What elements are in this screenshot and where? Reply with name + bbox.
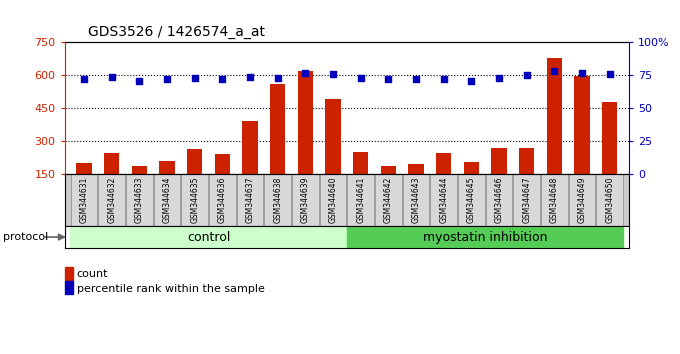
Text: GSM344644: GSM344644 <box>439 177 448 223</box>
Point <box>106 74 117 79</box>
Bar <box>602 102 617 174</box>
FancyBboxPatch shape <box>99 174 125 226</box>
Point <box>438 76 449 82</box>
Point <box>134 78 145 84</box>
FancyBboxPatch shape <box>320 174 346 226</box>
FancyBboxPatch shape <box>596 174 623 226</box>
Point <box>411 76 422 82</box>
Bar <box>298 71 313 174</box>
Bar <box>159 161 175 174</box>
Text: protocol: protocol <box>3 232 49 242</box>
Bar <box>76 163 92 174</box>
Point <box>549 69 560 74</box>
Point <box>162 76 173 82</box>
Text: myostatin inhibition: myostatin inhibition <box>423 230 547 244</box>
Bar <box>104 153 119 174</box>
Bar <box>547 58 562 174</box>
Bar <box>436 153 452 174</box>
Text: control: control <box>187 230 230 244</box>
Text: GDS3526 / 1426574_a_at: GDS3526 / 1426574_a_at <box>88 25 265 39</box>
Point <box>217 76 228 82</box>
Text: GSM344634: GSM344634 <box>163 177 171 223</box>
FancyBboxPatch shape <box>209 174 235 226</box>
Text: GSM344633: GSM344633 <box>135 177 143 223</box>
Text: GSM344642: GSM344642 <box>384 177 393 223</box>
FancyBboxPatch shape <box>182 174 208 226</box>
Point <box>300 70 311 75</box>
Text: GSM344647: GSM344647 <box>522 177 531 223</box>
FancyBboxPatch shape <box>154 174 180 226</box>
Point <box>245 74 256 79</box>
Bar <box>347 226 624 248</box>
Point <box>78 76 89 82</box>
Text: GSM344641: GSM344641 <box>356 177 365 223</box>
Bar <box>409 164 424 174</box>
FancyBboxPatch shape <box>486 174 512 226</box>
Bar <box>575 76 590 174</box>
Bar <box>381 166 396 174</box>
Text: GSM344632: GSM344632 <box>107 177 116 223</box>
Bar <box>187 149 202 174</box>
FancyBboxPatch shape <box>126 174 152 226</box>
Bar <box>464 162 479 174</box>
Point <box>577 70 588 75</box>
FancyBboxPatch shape <box>568 174 595 226</box>
FancyBboxPatch shape <box>375 174 402 226</box>
Text: GSM344635: GSM344635 <box>190 177 199 223</box>
Point <box>494 75 505 81</box>
Bar <box>353 152 369 174</box>
Text: GSM344649: GSM344649 <box>577 177 586 223</box>
Point <box>521 73 532 78</box>
FancyBboxPatch shape <box>541 174 568 226</box>
Text: GSM344640: GSM344640 <box>328 177 337 223</box>
Text: count: count <box>77 269 108 279</box>
Point <box>355 75 366 81</box>
FancyBboxPatch shape <box>430 174 457 226</box>
FancyBboxPatch shape <box>265 174 291 226</box>
Text: GSM344639: GSM344639 <box>301 177 310 223</box>
Text: GSM344636: GSM344636 <box>218 177 227 223</box>
Text: percentile rank within the sample: percentile rank within the sample <box>77 284 265 293</box>
Point <box>189 75 200 81</box>
Text: GSM344631: GSM344631 <box>80 177 88 223</box>
Bar <box>242 121 258 174</box>
FancyBboxPatch shape <box>237 174 263 226</box>
Point <box>328 71 339 77</box>
Bar <box>492 148 507 174</box>
FancyBboxPatch shape <box>292 174 318 226</box>
Text: GSM344638: GSM344638 <box>273 177 282 223</box>
Bar <box>270 84 285 174</box>
Point <box>272 75 283 81</box>
FancyBboxPatch shape <box>71 174 97 226</box>
Bar <box>519 148 534 174</box>
Text: GSM344643: GSM344643 <box>411 177 420 223</box>
Bar <box>70 226 347 248</box>
Text: GSM344637: GSM344637 <box>245 177 254 223</box>
FancyBboxPatch shape <box>513 174 540 226</box>
FancyBboxPatch shape <box>458 174 485 226</box>
Text: GSM344646: GSM344646 <box>494 177 503 223</box>
Text: GSM344650: GSM344650 <box>605 177 614 223</box>
Bar <box>132 166 147 174</box>
FancyBboxPatch shape <box>403 174 429 226</box>
Text: GSM344645: GSM344645 <box>466 177 476 223</box>
Point <box>466 78 477 84</box>
Text: GSM344648: GSM344648 <box>550 177 559 223</box>
Bar <box>325 99 341 174</box>
FancyBboxPatch shape <box>347 174 374 226</box>
Point <box>605 71 615 77</box>
Bar <box>215 154 230 174</box>
Point <box>383 76 394 82</box>
